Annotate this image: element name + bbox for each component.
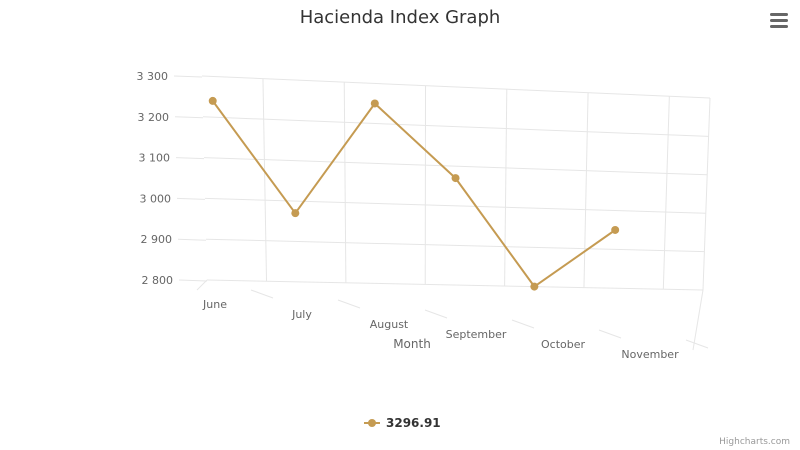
y-tick-label: 3 100	[139, 152, 171, 165]
horizontal-gridline	[203, 157, 708, 176]
y-tick-mark	[177, 238, 207, 241]
y-tick-mark	[178, 279, 208, 282]
menu-bar	[770, 25, 788, 28]
y-axis: 2 800 2 900 3 000 3 100 3 200 3 300	[137, 70, 208, 287]
chart-title: Hacienda Index Graph	[300, 7, 501, 28]
data-point-marker	[370, 99, 379, 108]
x-tick-label: September	[446, 328, 507, 341]
horizontal-gridline	[202, 116, 709, 137]
hamburger-menu-icon[interactable]	[766, 10, 792, 34]
data-point-marker	[208, 96, 217, 105]
x-tick-label: October	[541, 338, 585, 351]
vertical-gridline	[343, 82, 347, 283]
horizontal-gridline	[201, 75, 711, 99]
x-tick-mark	[337, 299, 361, 309]
x-tick-label: June	[202, 298, 227, 311]
y-tick-label: 2 900	[141, 233, 173, 246]
vertical-gridline	[702, 97, 711, 291]
legend-item[interactable]: 3296.91	[364, 416, 441, 430]
horizontal-gridline	[205, 238, 705, 253]
plot-back-wall	[196, 75, 711, 351]
x-tick-mark	[598, 329, 622, 339]
x-axis: June July August September October November	[202, 289, 709, 361]
y-tick-label: 3 300	[137, 70, 169, 83]
data-point-marker	[611, 225, 620, 234]
x-tick-mark	[685, 339, 709, 349]
vertical-gridline	[504, 89, 508, 287]
y-tick-label: 2 800	[142, 274, 174, 287]
vertical-gridline	[662, 96, 670, 290]
x-tick-label: July	[291, 308, 312, 321]
x-tick-mark	[424, 309, 448, 319]
x-tick-label: August	[370, 318, 409, 331]
x-axis-title: Month	[393, 337, 431, 351]
floor-edge-left	[196, 279, 208, 291]
y-tick-mark	[174, 116, 204, 119]
series-line-group	[208, 96, 620, 291]
data-point-marker	[530, 282, 539, 291]
legend-marker-icon	[368, 419, 376, 427]
series-line	[211, 100, 616, 288]
credits-link[interactable]: Highcharts.com	[719, 437, 790, 447]
y-tick-mark	[176, 197, 206, 200]
data-point-marker	[291, 209, 300, 218]
vertical-gridline	[583, 92, 589, 288]
legend-label[interactable]: 3296.91	[386, 416, 441, 430]
y-tick-label: 3 200	[138, 111, 170, 124]
horizontal-gridline	[206, 279, 704, 291]
x-tick-label: November	[621, 348, 679, 361]
x-tick-mark	[250, 289, 274, 299]
x-tick-mark	[511, 319, 535, 329]
y-tick-mark	[175, 157, 205, 160]
menu-bar	[770, 19, 788, 22]
menu-bar	[770, 13, 788, 16]
floor-edge-right	[692, 289, 704, 351]
horizontal-gridline	[204, 197, 706, 214]
vertical-gridline	[262, 78, 268, 282]
y-tick-label: 3 000	[140, 192, 172, 205]
data-point-marker	[451, 174, 460, 183]
y-tick-mark	[173, 75, 203, 78]
